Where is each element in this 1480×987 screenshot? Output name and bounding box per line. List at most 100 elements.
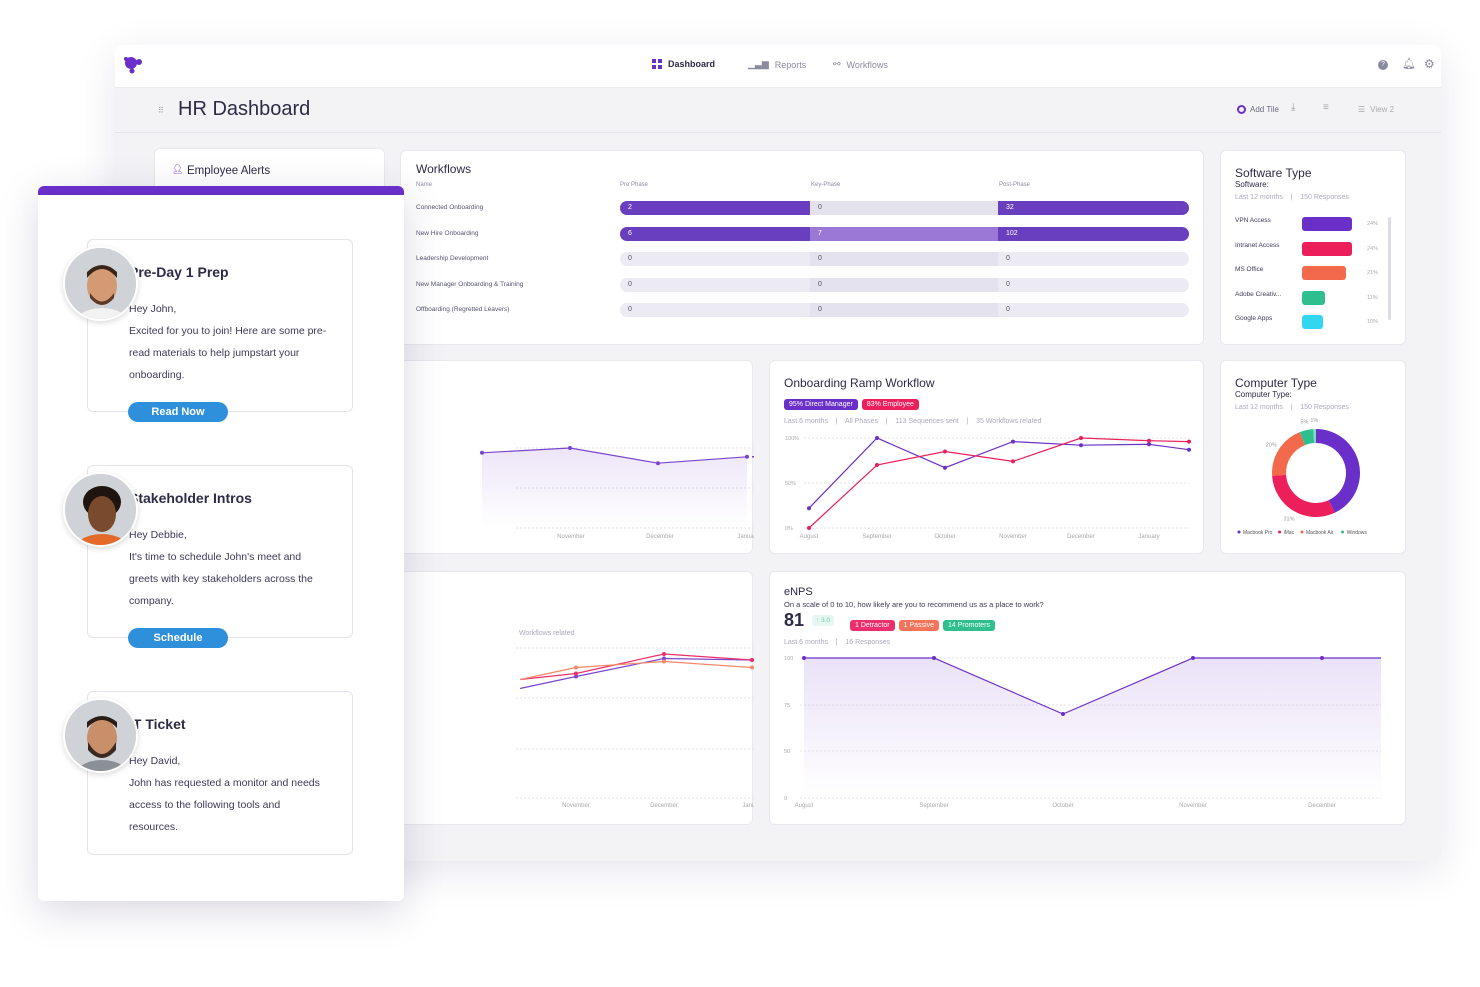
badge-detractor: 1 Detractor [850,620,895,631]
software-pct: 11% [1367,294,1378,301]
scrollbar[interactable] [1388,217,1391,320]
gear-icon[interactable]: ⚙ [1424,57,1435,71]
data-point [807,506,811,511]
card-subtitle: Software: [1235,180,1269,189]
data-point [656,461,660,466]
nav-label: Reports [774,59,807,70]
x-tick-label: January [1138,534,1159,540]
data-point [574,674,578,679]
bar-chart-icon: ▁▃▆ [748,59,769,69]
y-tick-label: 50 [784,749,790,755]
workflow-row[interactable]: Connected Onboarding 2 0 32 [416,201,1191,215]
workflow-phase-bar: 0 0 0 [620,303,1189,317]
donut-slice [1313,429,1316,444]
slice-label: 31% [1284,517,1295,523]
x-tick-label: December [1308,803,1336,809]
software-row: Intranet Access 24% [1235,241,1385,256]
alert-body: Hey David, John has requested a monitor … [129,755,320,833]
donut-slice [1299,429,1315,446]
post-phase-segment: 0 [1006,306,1010,313]
onboarding-ramp-card: Onboarding Ramp Workflow 95% Direct Mana… [769,360,1204,554]
enps-score: 81 [784,610,805,630]
software-label: MS Office [1235,266,1264,273]
workflow-row[interactable]: New Manager Onboarding & Training 0 0 0 [416,277,1191,292]
software-bar [1302,315,1323,329]
software-pct: 24% [1367,221,1379,227]
data-point [1061,712,1065,716]
legend-label: Macbook Pro [1243,530,1273,536]
donut-slice [1272,432,1305,476]
workflow-row[interactable]: New Hire Onboarding 6 7 102 [416,226,1191,241]
workflow-row[interactable]: Offboarding (Regretted Leavers) 0 0 0 [416,303,1191,317]
software-row: MS Office 21% [1235,266,1385,280]
x-tick-label: December [1067,534,1095,540]
data-point [875,463,879,467]
nav-reports[interactable]: ▁▃▆ Reports [748,59,806,70]
computer-type-card: Computer Type Computer Type: Last 12 mon… [1220,360,1406,554]
nav-workflows[interactable]: ⚯ Workflows [833,59,888,70]
software-row: Adobe Creativ... 11% [1235,290,1385,305]
post-phase-segment: 102 [998,226,1189,241]
software-pct: 24% [1367,245,1379,252]
legend-marker [1300,530,1304,534]
data-point [568,446,572,450]
card-title: Computer Type [1235,376,1317,390]
card-title: Onboarding Ramp Workflow [784,376,935,390]
top-nav-bar: Dashboard ▁▃▆ Reports ⚯ Workflows ? 🔔︎ ⚙ [115,45,1441,88]
bell-icon[interactable]: 🔔︎ [1402,58,1416,70]
avatar [63,246,138,321]
y-tick-label: 0 [784,796,787,802]
post-phase-segment: 0 [1006,280,1010,288]
legend-label: Windows [1347,530,1368,536]
data-point [1147,442,1151,447]
user-icon: 👤︎ [172,164,184,174]
x-tick-label: December [646,534,674,540]
software-pct: 10% [1367,319,1379,325]
card-meta: Last 6 months | All Phases | 113 Sequenc… [784,418,1042,425]
data-point [662,659,666,664]
alert-title: Pre-Day 1 Prep [129,264,229,280]
card-subtitle: Computer Type: [1235,390,1292,399]
badge-direct-manager: 95% Direct Manager [784,399,858,410]
post-phase-segment: 0 [1006,255,1010,262]
add-tile-button[interactable]: Add Tile [1237,105,1279,114]
slice-label: 1% [1310,418,1318,424]
key-phase-segment: 0 [810,277,998,292]
x-tick-label: November [1179,803,1207,809]
schedule-button[interactable]: Schedule [128,628,228,648]
x-tick-label: October [934,534,955,540]
workflow-phase-bar: 2 0 32 [620,201,1189,215]
workflows-card: Workflows Name Pre Phase Key-Phase Post-… [400,150,1204,345]
legend-marker [1341,530,1345,534]
data-point [662,652,666,656]
key-phase-segment: 7 [810,226,998,241]
view-label: View 2 [1370,105,1395,114]
nav-dashboard[interactable]: Dashboard [652,59,715,69]
x-tick-label: August [800,534,819,540]
y-tick-label: 0% [785,526,793,532]
card-title: Employee Alerts [187,165,271,177]
data-point [1187,447,1191,452]
alert-body: Hey John, Excited for you to join! Here … [129,303,327,381]
workflow-row[interactable]: Leadership Development 0 0 0 [416,252,1191,266]
card-title: Software Type [1235,166,1312,180]
view-selector[interactable]: ☰ View 2 [1358,105,1394,114]
data-point [750,658,754,662]
alert-body: Hey Debbie, It's time to schedule John's… [129,529,313,607]
donut-slice [1316,429,1360,513]
help-icon[interactable]: ? [1378,60,1388,70]
pre-phase-segment: 2 [620,201,810,215]
x-tick-label: August [795,803,814,809]
post-phase-segment: 32 [998,201,1189,215]
logo-icon [124,57,142,74]
software-bar [1302,266,1346,280]
card-meta: Last 12 months | 150 Responses [1235,194,1349,201]
nav-label: Dashboard [668,59,716,69]
page-title: HR Dashboard [178,98,311,120]
filter-icon[interactable]: ≡ [1323,102,1329,113]
data-point [1011,459,1015,464]
workflow-phase-bar: 0 0 0 [620,277,1189,292]
y-tick-label: 100% [785,436,799,442]
read-now-button[interactable]: Read Now [128,402,228,422]
download-icon[interactable]: ⤓ [1291,102,1296,113]
